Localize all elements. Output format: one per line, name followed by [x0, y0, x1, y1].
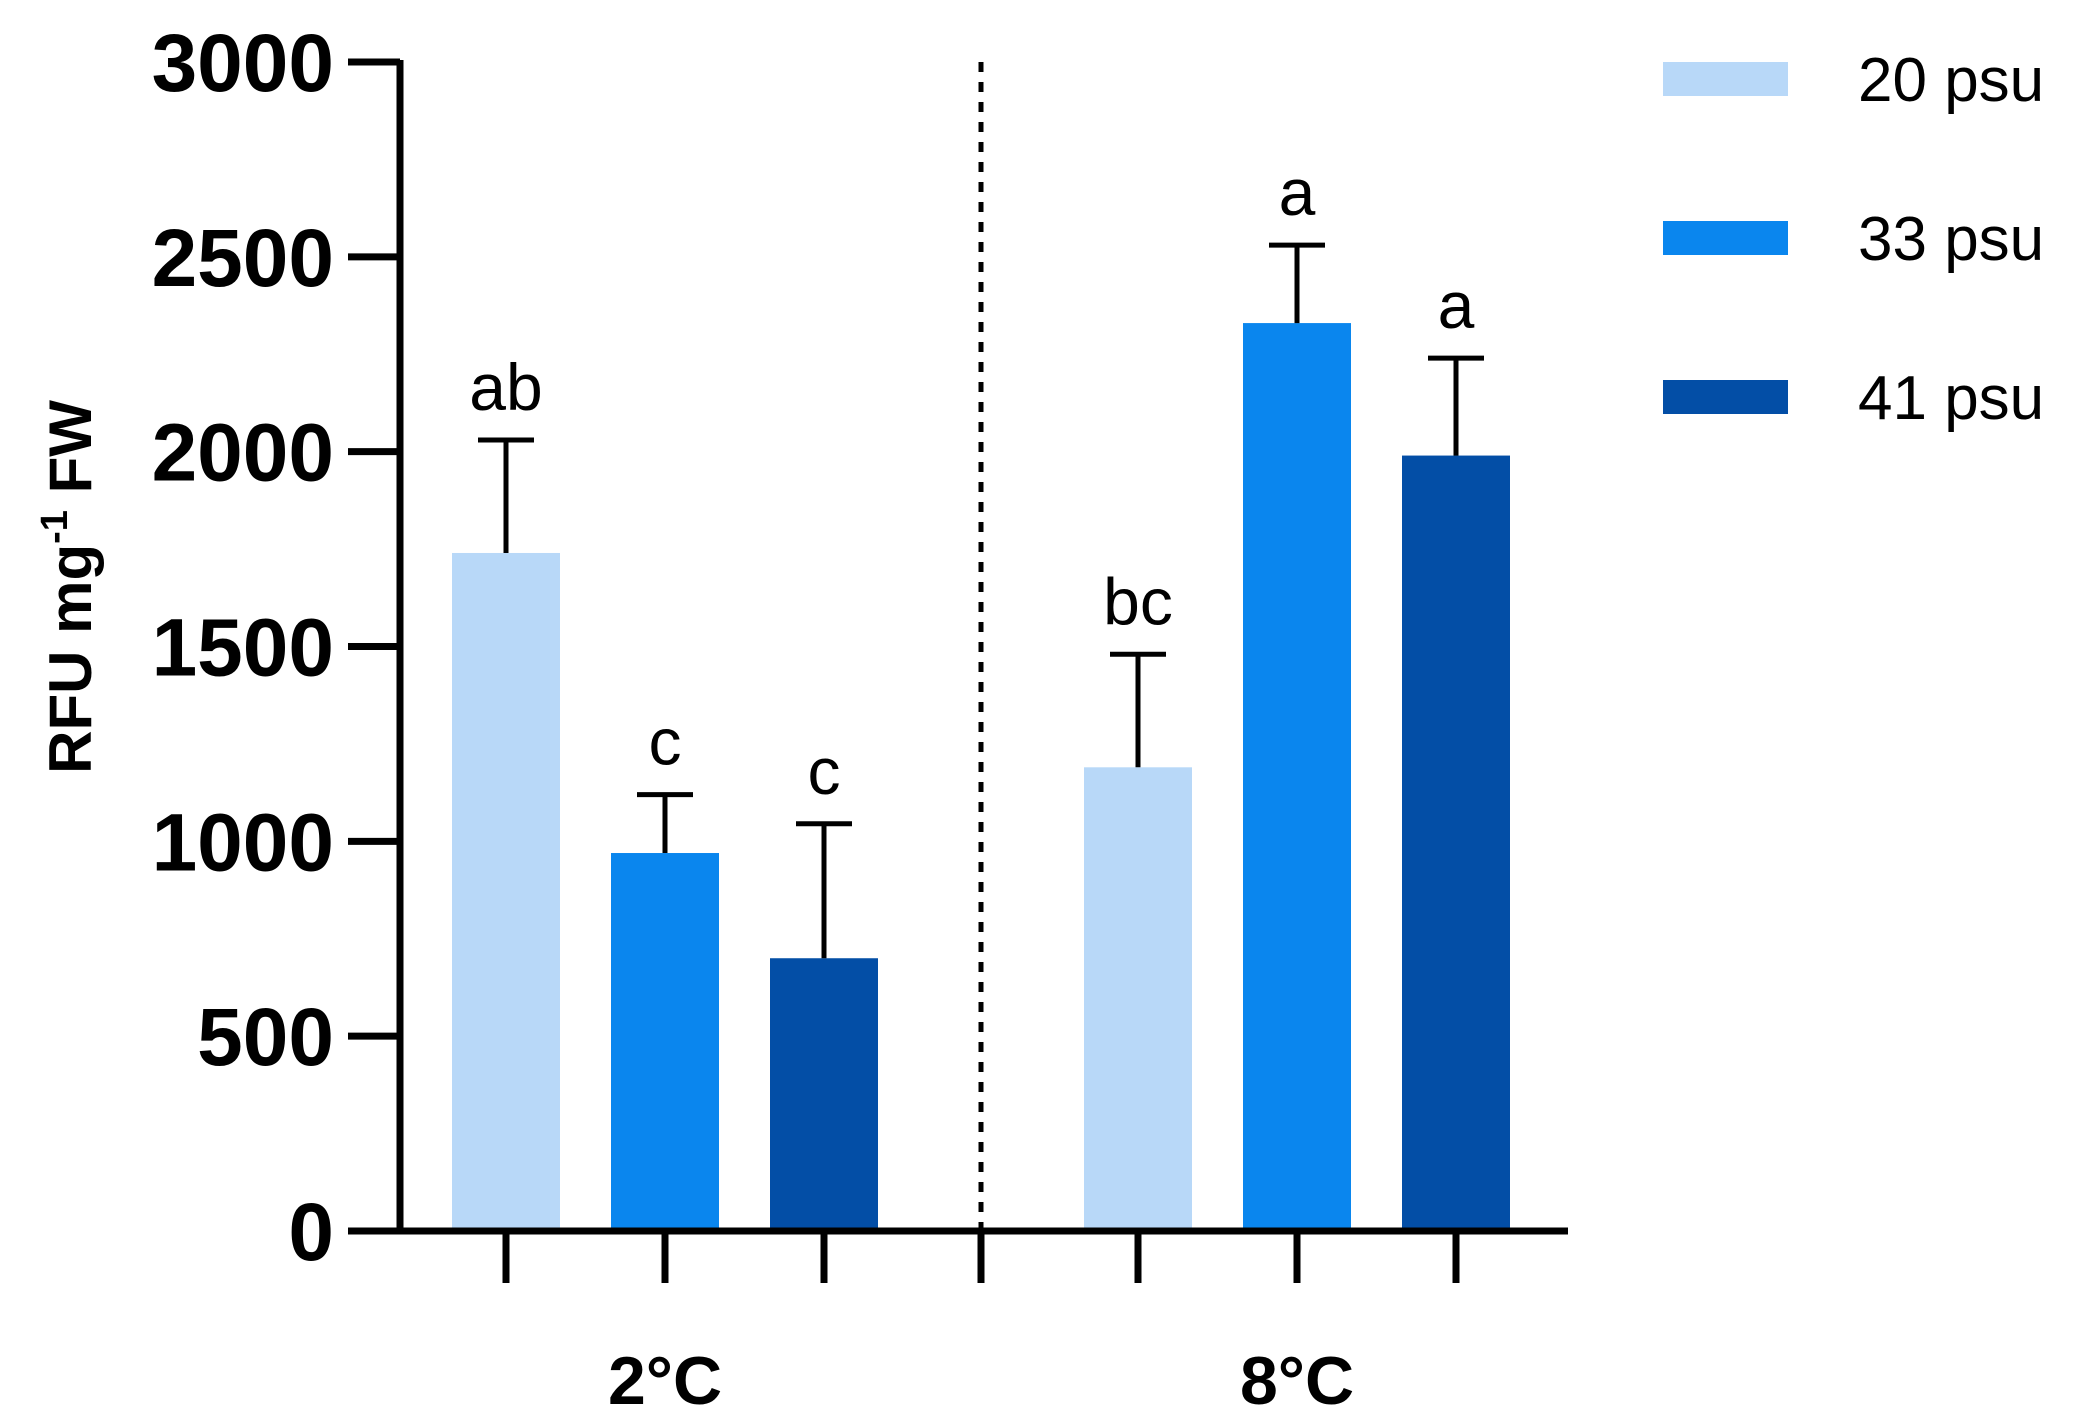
- significance-label: a: [1279, 155, 1316, 229]
- legend-label: 41 psu: [1858, 364, 2044, 433]
- y-axis-title: RFU mg-1 FW: [34, 400, 104, 774]
- legend: 20 psu 33 psu 41 psu: [1663, 46, 2044, 433]
- y-axis-title-main: RFU mg: [37, 544, 104, 774]
- y-tick-label: 2500: [152, 213, 334, 304]
- y-axis-title-superscript: -1: [34, 510, 76, 544]
- y-tick-label: 1000: [152, 797, 334, 888]
- bar-20-psu-1: [1084, 767, 1192, 1231]
- y-tick-label: 2000: [152, 408, 334, 499]
- legend-swatch-33-psu: [1663, 221, 1788, 255]
- significance-label: ab: [469, 350, 542, 424]
- y-tick-label: 0: [288, 1187, 334, 1278]
- legend-label: 20 psu: [1858, 46, 2044, 115]
- x-category-label: 8°C: [1240, 1343, 1354, 1419]
- axes-layer: 0 500 1000 1500 2000 2500 3000 2°C 8°C: [152, 18, 1568, 1419]
- y-tick-label: 1500: [152, 603, 334, 694]
- legend-label: 33 psu: [1858, 205, 2044, 274]
- y-axis-title-suffix: FW: [37, 400, 104, 510]
- bar-33-psu-1: [1243, 323, 1351, 1231]
- x-category-label: 2°C: [608, 1343, 722, 1419]
- significance-label: c: [649, 705, 682, 779]
- bar-20-psu-0: [452, 552, 560, 1231]
- error-bars-layer: [478, 242, 1484, 959]
- bar-33-psu-0: [611, 853, 719, 1231]
- y-tick-label: 500: [197, 992, 334, 1083]
- significance-label: c: [808, 734, 841, 808]
- bar-41-psu-1: [1402, 455, 1510, 1231]
- bars-layer: [452, 323, 1510, 1231]
- significance-labels-layer: ab bc c a c a: [469, 155, 1474, 808]
- y-tick-label: 3000: [152, 18, 334, 109]
- significance-label: a: [1438, 268, 1475, 342]
- legend-swatch-20-psu: [1663, 62, 1788, 96]
- bar-41-psu-0: [770, 958, 878, 1231]
- legend-swatch-41-psu: [1663, 380, 1788, 414]
- significance-label: bc: [1103, 564, 1173, 638]
